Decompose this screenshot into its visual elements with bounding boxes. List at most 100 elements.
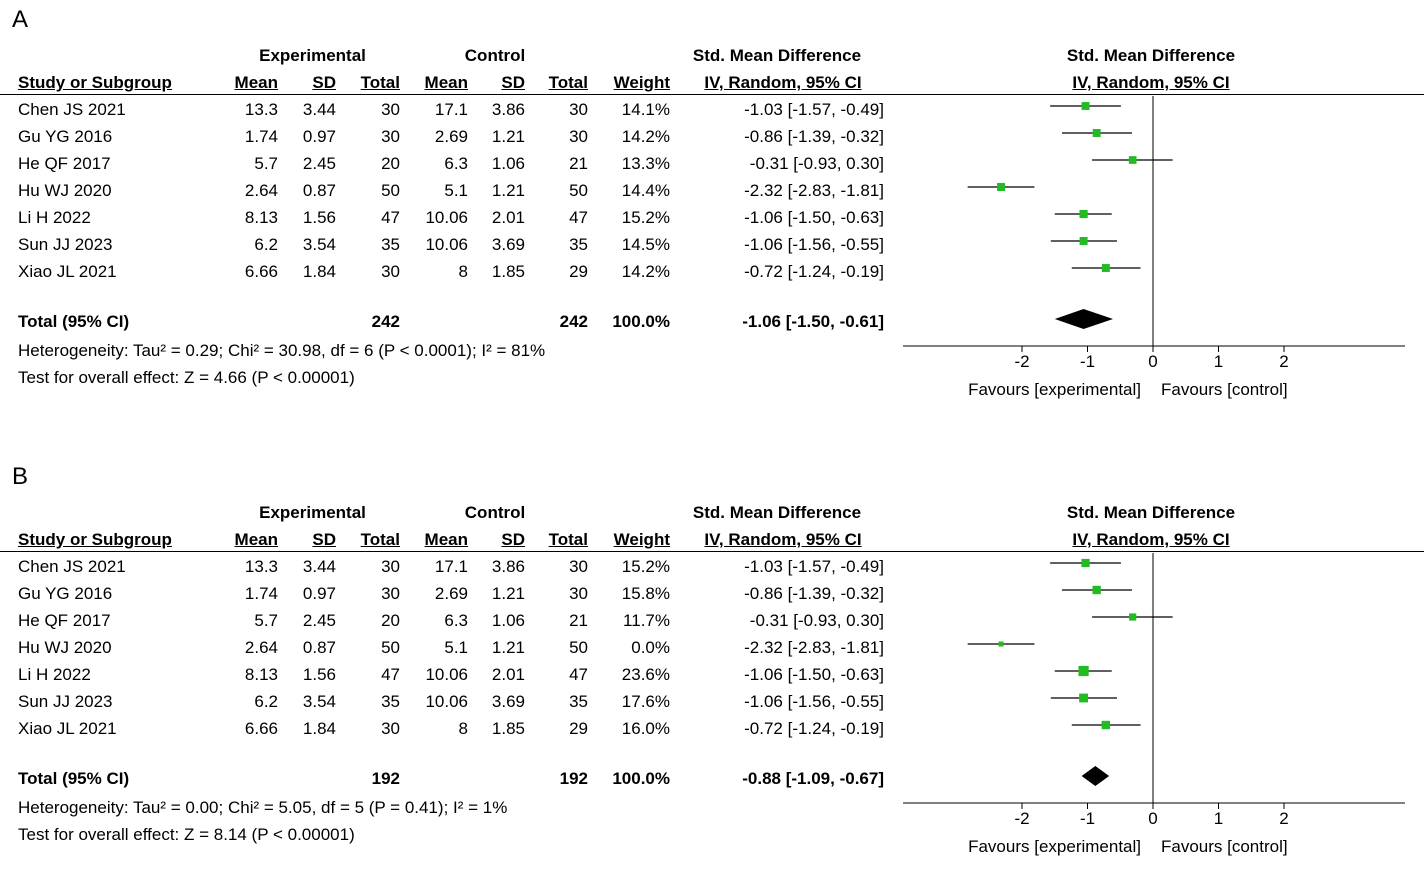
favours-experimental-label: Favours [experimental] bbox=[968, 380, 1141, 399]
plot-header-top: Std. Mean Difference bbox=[1066, 503, 1236, 522]
exp-sd: 1.56 bbox=[302, 208, 336, 227]
study-estimate-box bbox=[1081, 102, 1090, 110]
exp-mean: 13.3 bbox=[244, 100, 278, 119]
study-weight: 23.6% bbox=[621, 665, 670, 684]
total-label: Total (95% CI) bbox=[18, 312, 130, 331]
favours-experimental-label: Favours [experimental] bbox=[968, 837, 1141, 856]
exp-mean: 1.74 bbox=[244, 127, 278, 146]
ctrl-total: 50 bbox=[569, 638, 588, 657]
study-name: He QF 2017 bbox=[18, 611, 111, 630]
exp-mean: 2.64 bbox=[244, 638, 278, 657]
header-rule bbox=[0, 94, 1424, 95]
exp-sd: 3.44 bbox=[302, 100, 336, 119]
study-name: Sun JJ 2023 bbox=[18, 692, 113, 711]
exp-sd: 1.84 bbox=[302, 262, 336, 281]
exp-total: 20 bbox=[381, 611, 400, 630]
study-ci: -1.06 [-1.56, -0.55] bbox=[744, 692, 884, 711]
exp-sd: 0.87 bbox=[302, 181, 336, 200]
exp-total: 30 bbox=[381, 100, 400, 119]
exp-total: 50 bbox=[381, 638, 400, 657]
exp-sd: 1.56 bbox=[302, 665, 336, 684]
plot-header-bottom: IV, Random, 95% CI bbox=[1072, 530, 1230, 549]
study-name: Hu WJ 2020 bbox=[18, 181, 112, 200]
ctrl-total: 50 bbox=[569, 181, 588, 200]
study-estimate-box bbox=[1128, 156, 1137, 164]
study-ci: -2.32 [-2.83, -1.81] bbox=[744, 638, 884, 657]
header-effect-top: Std. Mean Difference bbox=[692, 503, 862, 522]
study-weight: 14.5% bbox=[621, 235, 670, 254]
ctrl-sd: 1.06 bbox=[491, 611, 525, 630]
header-control: Control bbox=[464, 503, 526, 522]
study-ci: -1.06 [-1.56, -0.55] bbox=[744, 235, 884, 254]
panel-label: B bbox=[12, 463, 29, 490]
study-name: Chen JS 2021 bbox=[18, 557, 126, 576]
exp-mean: 6.66 bbox=[244, 262, 278, 281]
ctrl-mean: 17.1 bbox=[434, 557, 468, 576]
study-ci: -0.31 [-0.93, 0.30] bbox=[749, 611, 884, 630]
study-ci: -1.03 [-1.57, -0.49] bbox=[744, 100, 884, 119]
ctrl-mean: 2.69 bbox=[434, 127, 468, 146]
ctrl-sd: 3.86 bbox=[491, 557, 525, 576]
overall-effect-stat: Test for overall effect: Z = 4.66 (P < 0… bbox=[18, 368, 355, 387]
header-weight: Weight bbox=[613, 73, 670, 92]
plot-header-top: Std. Mean Difference bbox=[1066, 46, 1236, 65]
study-name: Hu WJ 2020 bbox=[18, 638, 112, 657]
header-e-sd: SD bbox=[312, 73, 336, 92]
study-weight: 14.1% bbox=[621, 100, 670, 119]
forest-plot-svg: -2 -1 0 1 2 Favours [experimental] Favours [co… bbox=[903, 96, 1405, 399]
study-name: Li H 2022 bbox=[18, 665, 91, 684]
exp-total: 47 bbox=[381, 665, 400, 684]
ctrl-mean: 17.1 bbox=[434, 100, 468, 119]
heterogeneity-stat: Heterogeneity: Tau² = 0.29; Chi² = 30.98… bbox=[18, 341, 546, 360]
header-c-sd: SD bbox=[501, 73, 525, 92]
exp-sd: 2.45 bbox=[302, 154, 336, 173]
study-ci: -0.72 [-1.24, -0.19] bbox=[744, 719, 884, 738]
pooled-estimate-diamond bbox=[1054, 309, 1114, 329]
exp-mean: 2.64 bbox=[244, 181, 278, 200]
study-ci: -0.72 [-1.24, -0.19] bbox=[744, 262, 884, 281]
ctrl-total: 47 bbox=[569, 665, 588, 684]
study-name: Sun JJ 2023 bbox=[18, 235, 113, 254]
exp-mean: 6.66 bbox=[244, 719, 278, 738]
x-tick-label: -2 bbox=[1014, 352, 1029, 371]
exp-sd: 3.44 bbox=[302, 557, 336, 576]
exp-total: 30 bbox=[381, 262, 400, 281]
exp-total: 20 bbox=[381, 154, 400, 173]
ctrl-total: 30 bbox=[569, 127, 588, 146]
exp-total: 50 bbox=[381, 181, 400, 200]
study-estimate-box bbox=[1079, 209, 1088, 219]
study-weight: 14.2% bbox=[621, 127, 670, 146]
exp-mean: 1.74 bbox=[244, 584, 278, 603]
study-estimate-box bbox=[1092, 585, 1101, 595]
exp-sd: 0.97 bbox=[302, 584, 336, 603]
exp-sd: 0.87 bbox=[302, 638, 336, 657]
ctrl-sd: 1.21 bbox=[491, 584, 525, 603]
study-weight: 0.0% bbox=[631, 638, 670, 657]
study-ci: -2.32 [-2.83, -1.81] bbox=[744, 181, 884, 200]
ctrl-total: 35 bbox=[569, 692, 588, 711]
total-label: Total (95% CI) bbox=[18, 769, 130, 788]
exp-total: 35 bbox=[381, 235, 400, 254]
forest-panel-a: A Experimental Control Std. Mean Difference… bbox=[0, 0, 1424, 432]
overall-effect-stat: Test for overall effect: Z = 8.14 (P < 0… bbox=[18, 825, 355, 844]
total-weight: 100.0% bbox=[612, 312, 670, 331]
ctrl-total: 21 bbox=[569, 154, 588, 173]
total-exp: 192 bbox=[371, 769, 400, 788]
ctrl-mean: 10.06 bbox=[425, 208, 468, 227]
ctrl-sd: 2.01 bbox=[491, 665, 525, 684]
forest-panel-b: B Experimental Control Std. Mean Difference… bbox=[0, 457, 1424, 889]
ctrl-mean: 6.3 bbox=[444, 611, 468, 630]
header-study: Study or Subgroup bbox=[18, 530, 172, 549]
header-c-total: Total bbox=[548, 530, 588, 549]
exp-sd: 1.84 bbox=[302, 719, 336, 738]
study-weight: 15.8% bbox=[621, 584, 670, 603]
x-tick-label: -1 bbox=[1080, 352, 1095, 371]
ctrl-mean: 8 bbox=[458, 262, 468, 281]
study-weight: 11.7% bbox=[623, 611, 670, 630]
favours-control-label: Favours [control] bbox=[1161, 837, 1288, 856]
ctrl-total: 47 bbox=[569, 208, 588, 227]
ctrl-sd: 1.21 bbox=[491, 638, 525, 657]
study-ci: -1.06 [-1.50, -0.63] bbox=[744, 208, 884, 227]
study-estimate-box bbox=[1101, 720, 1111, 730]
exp-total: 30 bbox=[381, 719, 400, 738]
